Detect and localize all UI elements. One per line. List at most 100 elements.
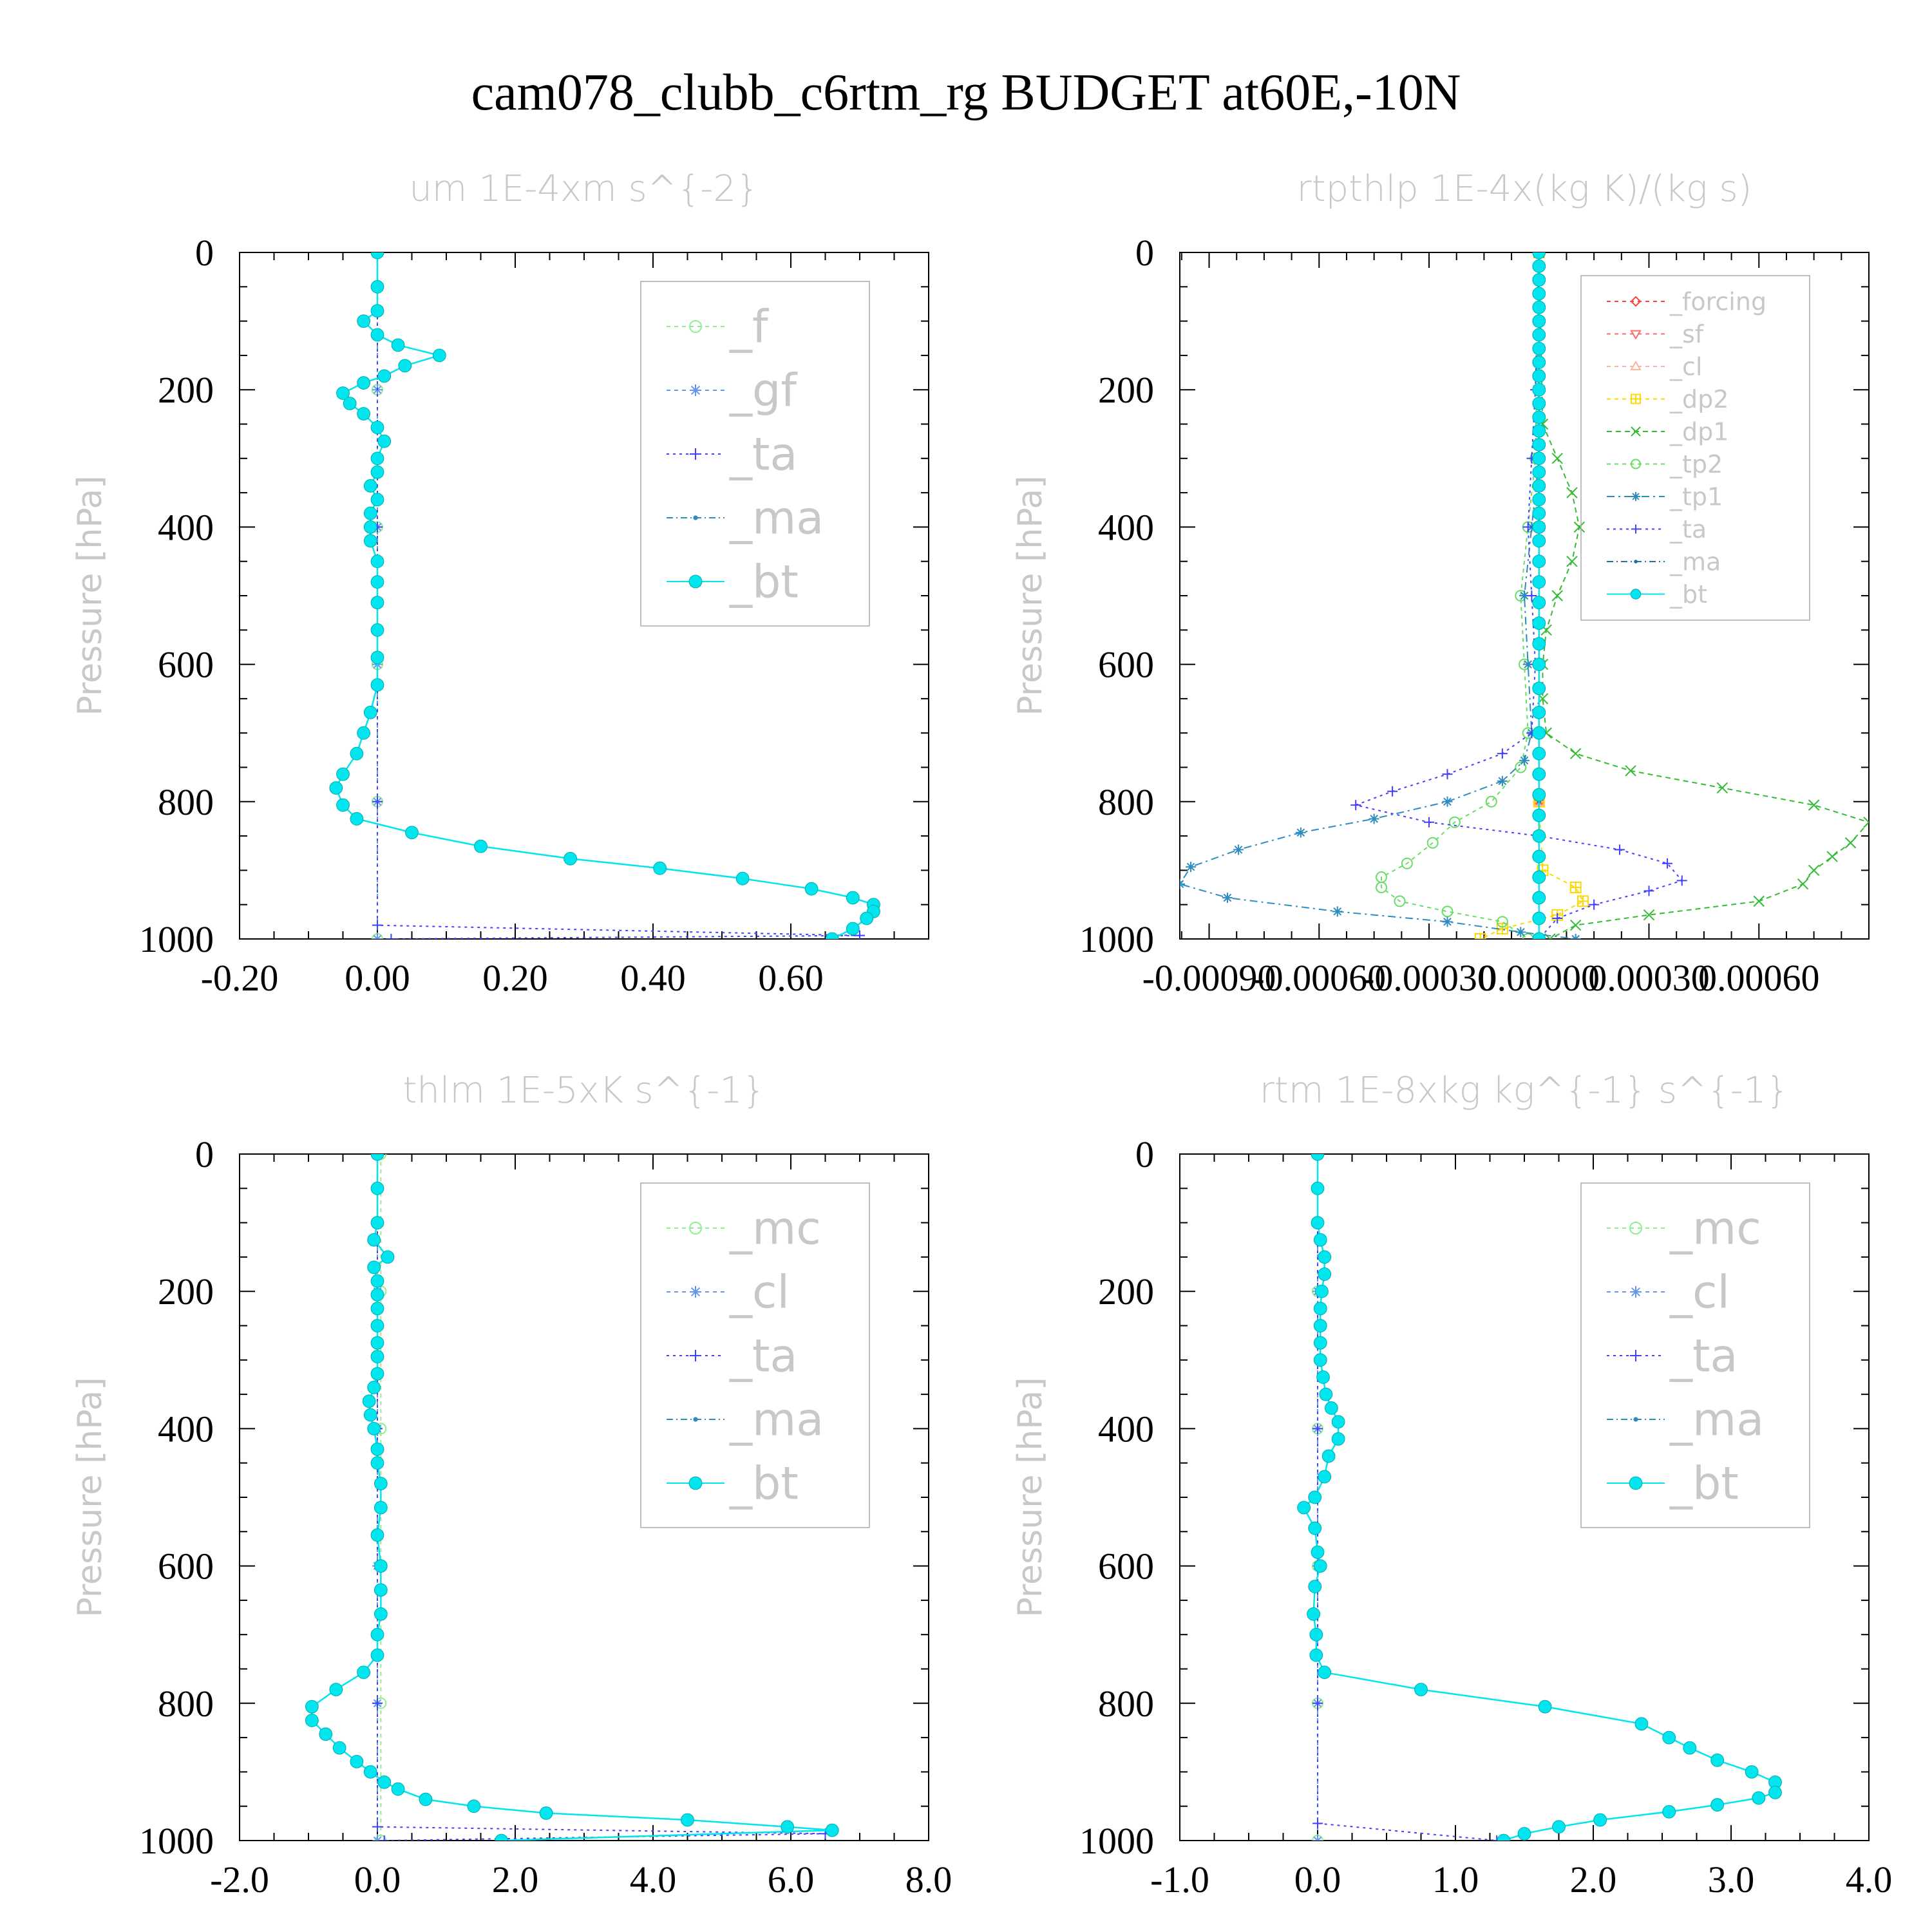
y-tick-label: 1000 [139,918,214,960]
bt-marker [336,798,350,812]
bt-marker [329,781,343,795]
legend-label: _gf [729,365,797,417]
bt-marker [305,1700,319,1714]
star-marker [1368,813,1379,824]
bt-marker [305,1714,319,1727]
plot-area [305,1154,839,1841]
bt-marker [1752,1791,1766,1805]
plus-marker [372,1821,383,1832]
bt-marker [1318,1470,1332,1484]
plus-marker [372,796,383,807]
plus-marker [372,1698,383,1709]
circle-marker [1376,882,1388,894]
legend-label: _bt [729,1457,799,1510]
y-tick-label: 200 [1098,1271,1154,1312]
y-tick-label: 0 [1135,232,1154,274]
bt-marker [1532,465,1546,479]
bt-marker [1532,273,1546,287]
x-marker [1566,555,1578,567]
bt-marker [374,1607,388,1621]
bt-marker [370,650,384,665]
bt-marker [1532,259,1546,273]
x-marker [1716,782,1728,794]
bt-marker [370,1216,384,1229]
star-marker [372,934,383,939]
bt-marker [1532,891,1546,905]
panel-title: thlm 1E-5xK s^{-1} [402,1070,765,1112]
bt-marker [564,851,577,866]
bt-marker [370,1302,384,1316]
bt-marker [370,1442,384,1456]
diamond-marker [1630,296,1642,307]
bt-marker [681,1813,694,1827]
plus-marker [1526,591,1537,601]
bt-marker [1532,911,1546,925]
bt-marker [363,506,377,520]
bt-marker [735,871,750,886]
dot-marker [693,515,698,520]
plus-marker [386,934,397,939]
bt-marker [370,1288,384,1302]
plot-area [329,252,880,939]
series_dp1 [1533,252,1869,939]
series_tp2 [1376,252,1545,939]
y-axis-label: Pressure [hPa] [1011,1378,1050,1618]
bt-marker [1630,589,1642,600]
bt-marker [370,575,384,589]
bt-marker [367,1422,381,1435]
bt-marker [1307,1607,1320,1621]
bt-marker [1308,1521,1322,1535]
bt-marker [350,812,364,826]
bt-marker [1311,1181,1325,1195]
y-tick-label: 600 [158,644,214,686]
legend-label: _mc [729,1202,821,1255]
bt-marker [1532,451,1546,466]
x-tick-label: 0.00060 [1698,957,1820,999]
x-tick-label: 0.20 [482,957,548,999]
plus-marker [379,1835,390,1841]
bt-marker [1532,658,1546,671]
legend-label: _ta [729,428,797,481]
series_tp1 [1180,252,1581,939]
bt-marker [1532,829,1546,843]
plus-marker [855,930,865,939]
bt-marker [1745,1765,1759,1779]
bt-marker [1308,1580,1322,1593]
bt-marker [1315,1284,1329,1298]
bt-marker [405,826,419,840]
x-marker [1826,851,1838,862]
y-tick-label: 800 [158,1683,214,1725]
bt-marker [1629,1476,1643,1490]
star-marker [1522,659,1533,670]
bt-marker [1532,410,1546,424]
plus-marker [1312,1698,1323,1709]
bt-marker [1662,1804,1676,1819]
bt-marker [377,369,392,383]
panel-title: rtpthlp 1E-4x(kg K)/(kg s) [1297,168,1752,210]
legend-box [1580,275,1810,621]
x-marker [1573,521,1586,533]
bt-marker [1532,355,1546,369]
circle-marker [1522,933,1534,939]
bt-marker [1313,1336,1327,1350]
y-tick-label: 800 [158,781,214,823]
legend-label: _ta [1669,1330,1738,1383]
circle-marker [1426,837,1439,849]
legend-label: _ma [1669,1394,1764,1446]
x-marker [1551,453,1563,464]
bt-marker [1532,341,1546,355]
y-tick-label: 400 [1098,506,1154,548]
series-line [1180,252,1576,939]
x-tick-label: 8.0 [905,1859,952,1900]
bt-marker [1318,1250,1332,1264]
bt-marker [370,1367,384,1381]
panel-title: rtm 1E-8xkg kg^{-1} s^{-1} [1260,1070,1789,1112]
legend-label: _sf [1669,320,1705,348]
plus-marker [1552,913,1563,924]
bt-marker [1532,300,1546,314]
chart-panel-1: um 1E-4xm s^{-2} Pressure [hPa] 0 200 400 600… [71,168,929,999]
x-tick-label: 6.0 [768,1859,815,1900]
plot-frame [239,1153,929,1841]
bt-marker [381,1250,395,1264]
y-tick-label: 400 [158,1408,214,1450]
